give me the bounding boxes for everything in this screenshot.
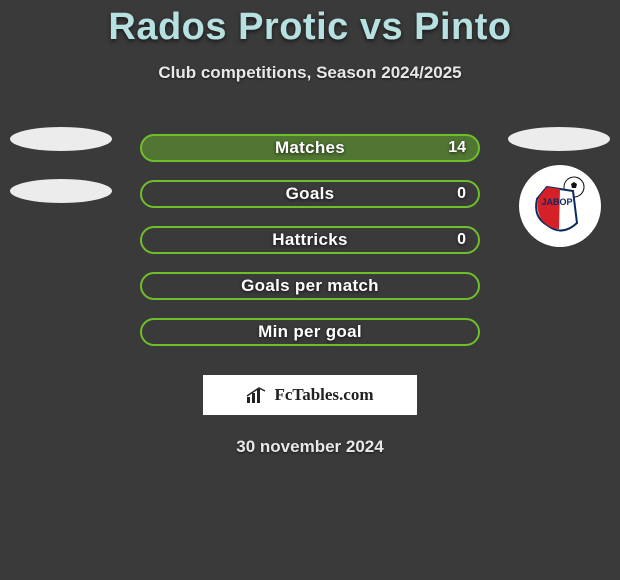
stat-pill: Min per goal — [140, 318, 480, 346]
stat-row: Hattricks 0 — [0, 217, 620, 263]
stat-label: Hattricks — [272, 230, 347, 250]
stat-pill: Goals 0 — [140, 180, 480, 208]
bar-chart-icon — [246, 386, 268, 404]
stat-rows: Matches 14 JABOP Goals 0 Hattricks 0 Goals pe… — [0, 125, 620, 355]
stat-label: Min per goal — [258, 322, 362, 342]
logo-text: FcTables.com — [274, 385, 373, 405]
stat-pill: Matches 14 — [140, 134, 480, 162]
stat-value: 0 — [457, 185, 466, 203]
stat-label: Goals per match — [241, 276, 379, 296]
stat-row: Goals per match — [0, 263, 620, 309]
stat-label: Matches — [275, 138, 345, 158]
stat-label: Goals — [286, 184, 335, 204]
stat-row: Matches 14 — [0, 125, 620, 171]
stat-row: JABOP Goals 0 — [0, 171, 620, 217]
fctables-logo: FcTables.com — [203, 375, 417, 415]
player-right-placeholder — [508, 127, 610, 151]
stat-value: 0 — [457, 231, 466, 249]
svg-text:JABOP: JABOP — [541, 197, 572, 207]
stat-value: 14 — [448, 139, 466, 157]
stat-pill: Goals per match — [140, 272, 480, 300]
stat-pill: Hattricks 0 — [140, 226, 480, 254]
subtitle: Club competitions, Season 2024/2025 — [0, 63, 620, 83]
player-left-placeholder — [10, 179, 112, 203]
page-title: Rados Protic vs Pinto — [0, 0, 620, 49]
stat-row: Min per goal — [0, 309, 620, 355]
player-left-placeholder — [10, 127, 112, 151]
date-text: 30 november 2024 — [0, 437, 620, 457]
